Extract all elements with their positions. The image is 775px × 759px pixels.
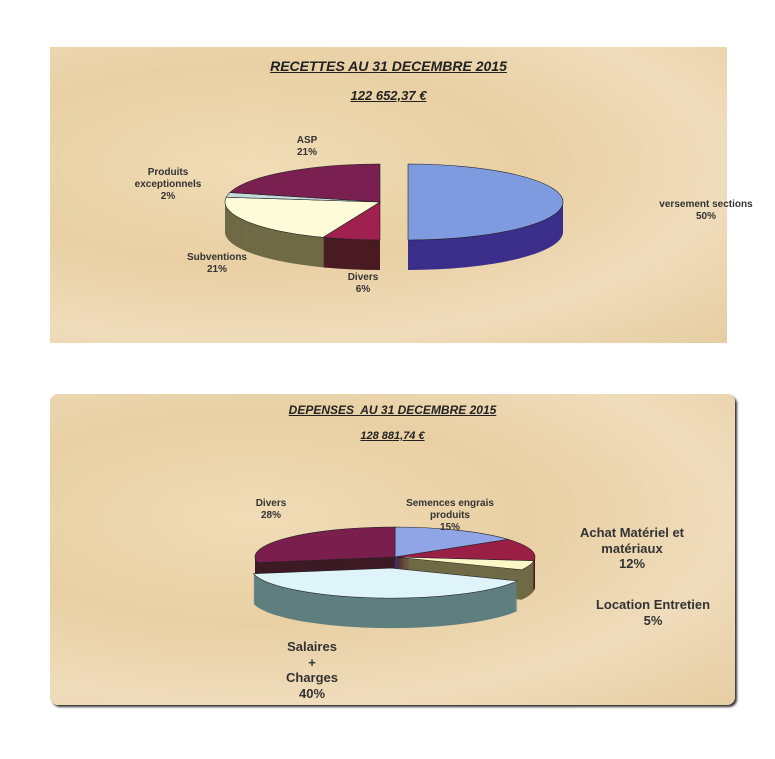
slice-label: Divers 28% [255, 498, 287, 521]
pie-slice [394, 539, 536, 562]
pie-slice [224, 196, 382, 238]
recettes-pie [224, 163, 564, 270]
chart-subtitle: 122 652,37 € [350, 88, 427, 103]
chart-subtitle: 128 881,74 € [360, 430, 425, 442]
recettes-chart-panel: RECETTES AU 31 DECEMBRE 2015 122 652,37 … [50, 47, 753, 343]
depenses-pie [252, 526, 536, 629]
pie-slice [394, 556, 535, 571]
slice-label: Semences engrais produits 15% [406, 498, 494, 533]
slice-label: Subventions 21% [186, 252, 248, 275]
slice-label: Achat Matériel et matériaux 12% [579, 525, 685, 572]
slice-label: Produits exceptionnels 2% [134, 167, 202, 202]
pie-slice [407, 163, 564, 241]
slice-label: Divers 6% [347, 272, 379, 295]
slice-label: ASP 21% [296, 135, 318, 158]
depenses-chart-panel: DEPENSES AU 31 DECEMBRE 2015 128 881,74 … [50, 394, 735, 705]
pie-slice [229, 163, 381, 203]
chart-title: DEPENSES AU 31 DECEMBRE 2015 [288, 403, 497, 417]
slice-label: Salaires + Charges 40% [285, 639, 339, 701]
pie-slice [394, 526, 509, 558]
pie-slice [254, 526, 396, 563]
pie-slice [252, 567, 519, 599]
slice-label: Location Entretien 5% [595, 597, 711, 628]
chart-title: RECETTES AU 31 DECEMBRE 2015 [270, 58, 507, 74]
slice-label: versement sections 50% [659, 199, 753, 222]
